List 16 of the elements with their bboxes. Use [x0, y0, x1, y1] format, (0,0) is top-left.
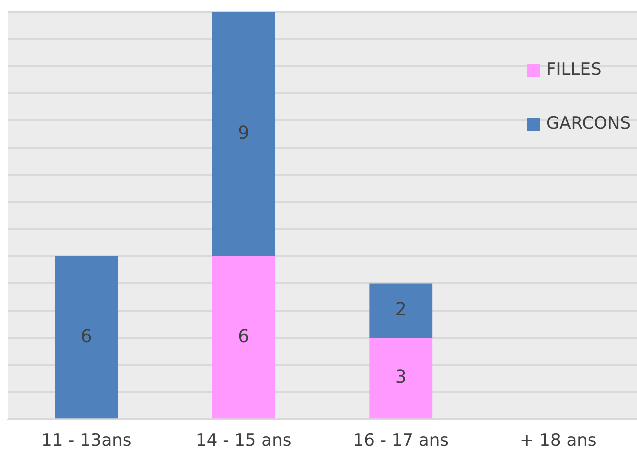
bar — [55, 256, 118, 419]
bar — [370, 284, 433, 338]
data-label: 6 — [238, 326, 250, 348]
data-label: 6 — [80, 326, 92, 348]
bar — [370, 338, 433, 419]
x-tick-label: 14 - 15 ans — [196, 431, 292, 452]
bar — [212, 256, 276, 419]
data-label: 2 — [395, 300, 407, 321]
legend-label: GARCONS — [546, 114, 631, 134]
legend-label: FILLES — [546, 60, 602, 80]
data-label: 9 — [238, 122, 250, 144]
data-label: 3 — [395, 367, 407, 388]
x-tick-label: 16 - 17 ans — [353, 431, 450, 452]
x-tick-label: + 18 ans — [520, 431, 597, 452]
x-tick-label: 11 - 13ans — [41, 431, 132, 452]
bar — [212, 12, 276, 257]
